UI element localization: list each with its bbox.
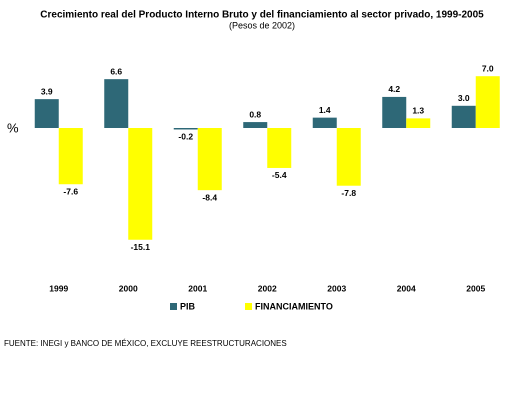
legend-swatch xyxy=(170,303,177,310)
data-label: -7.8 xyxy=(341,188,356,198)
data-label: 1.3 xyxy=(412,106,424,116)
data-label: 0.8 xyxy=(249,109,261,119)
bar xyxy=(197,128,222,191)
bar xyxy=(128,128,153,240)
bar xyxy=(243,122,268,128)
x-tick-label: 2003 xyxy=(327,283,346,293)
bar xyxy=(406,118,431,128)
bar xyxy=(173,128,198,130)
data-label: 4.2 xyxy=(388,84,400,94)
data-label: -15.1 xyxy=(131,242,151,252)
data-label: -8.4 xyxy=(202,192,217,202)
chart-title: Crecimiento real del Producto Interno Br… xyxy=(40,10,484,21)
x-tick-label: 2001 xyxy=(188,283,207,293)
x-tick-label: 2002 xyxy=(258,283,277,293)
bar xyxy=(475,76,500,128)
x-tick-label: 2000 xyxy=(119,283,138,293)
x-tick-label: 1999 xyxy=(49,283,68,293)
legend-label: PIB xyxy=(180,301,196,311)
data-label: -5.4 xyxy=(272,170,287,180)
legend-label: FINANCIAMIENTO xyxy=(255,301,333,311)
legend-swatch xyxy=(245,303,252,310)
data-label: 1.4 xyxy=(319,105,331,115)
x-tick-label: 2004 xyxy=(397,283,416,293)
bar xyxy=(312,117,337,128)
data-label: 3.9 xyxy=(41,86,53,96)
bar xyxy=(267,128,292,168)
y-axis-label: % xyxy=(7,120,19,135)
data-label: 7.0 xyxy=(482,63,494,73)
bar xyxy=(451,105,476,128)
data-label: 6.6 xyxy=(110,66,122,76)
bar xyxy=(34,99,59,128)
chart-subtitle: (Pesos de 2002) xyxy=(229,20,295,30)
footnote: FUENTE: INEGI y BANCO DE MÉXICO, EXCLUYE… xyxy=(4,339,287,348)
data-label: 3.0 xyxy=(458,93,470,103)
bar xyxy=(104,79,129,128)
bar xyxy=(336,128,361,186)
data-label: -0.2 xyxy=(178,132,193,142)
bar xyxy=(58,128,83,185)
data-label: -7.6 xyxy=(63,186,78,196)
x-tick-label: 2005 xyxy=(466,283,485,293)
bar xyxy=(382,96,407,128)
